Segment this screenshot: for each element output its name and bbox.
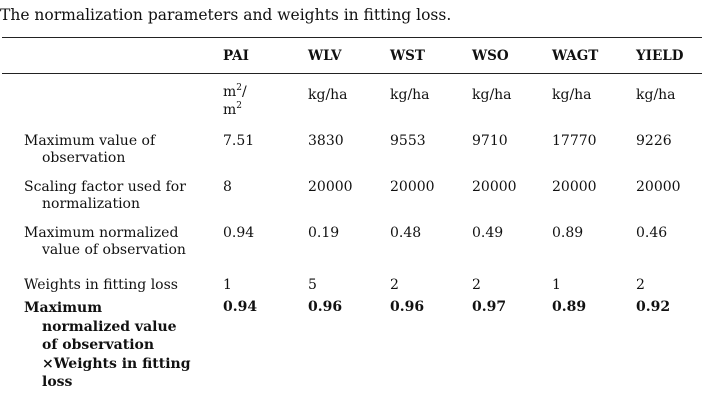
unit-wso: kg/ha [472, 87, 512, 103]
cell-wagt: 20000 [552, 179, 597, 195]
cell-wlv: 20000 [308, 179, 353, 195]
cell-wso: 2 [472, 277, 481, 293]
row-label: Scaling factor used for normalization [24, 179, 214, 213]
cell-wagt: 0.89 [552, 299, 587, 315]
cell-pai: 0.94 [223, 299, 258, 315]
unit-pai-base2: m [223, 102, 237, 118]
col-header-pai: PAI [223, 48, 249, 64]
unit-pai-exp: 2 [236, 83, 243, 93]
summary-label-line5: loss [42, 374, 73, 390]
cell-wlv: 5 [308, 277, 317, 293]
row-label-line1: Weights in fitting loss [24, 277, 178, 293]
row-label: Maximum value of observation [24, 133, 214, 167]
row-label: Weights in fitting loss [24, 277, 224, 294]
col-header-yield: YIELD [636, 48, 684, 64]
cell-pai: 7.51 [223, 133, 255, 149]
row-label: Maximum normalized value of observation [24, 225, 214, 259]
cell-wso: 0.97 [472, 299, 507, 315]
col-header-wlv: WLV [308, 48, 342, 64]
summary-label-line4: ×Weights in fitting [42, 355, 191, 372]
cell-wst: 0.48 [390, 225, 422, 241]
col-header-wagt: WAGT [552, 48, 599, 64]
unit-pai-slash: / [242, 84, 247, 100]
cell-wso: 0.49 [472, 225, 504, 241]
row-label-line1: Scaling factor used for [24, 179, 186, 195]
cell-wlv: 0.96 [308, 299, 343, 315]
row-label-line1: Maximum normalized [24, 225, 179, 241]
summary-row-label: Maximum normalized value of observation … [24, 299, 214, 392]
unit-pai: m2/ m2 [223, 83, 247, 119]
unit-wlv: kg/ha [308, 87, 348, 103]
cell-wagt: 0.89 [552, 225, 584, 241]
header-rule [2, 73, 702, 74]
cell-yield: 2 [636, 277, 645, 293]
cell-yield: 9226 [636, 133, 672, 149]
cell-wst: 2 [390, 277, 399, 293]
row-label-line1: Maximum value of [24, 133, 156, 149]
cell-wlv: 0.19 [308, 225, 340, 241]
summary-label-line2: normalized value [42, 318, 177, 335]
table-caption: The normalization parameters and weights… [0, 6, 452, 24]
table-top-rule [2, 37, 702, 38]
summary-label-line1: Maximum [24, 300, 103, 316]
cell-yield: 0.92 [636, 299, 671, 315]
cell-wso: 20000 [472, 179, 517, 195]
col-header-wso: WSO [472, 48, 509, 64]
cell-pai: 8 [223, 179, 232, 195]
cell-wagt: 17770 [552, 133, 597, 149]
unit-wst: kg/ha [390, 87, 430, 103]
cell-pai: 0.94 [223, 225, 255, 241]
cell-wso: 9710 [472, 133, 508, 149]
cell-yield: 0.46 [636, 225, 668, 241]
unit-yield: kg/ha [636, 87, 676, 103]
row-label-line2: observation [42, 150, 126, 166]
col-header-wst: WST [390, 48, 425, 64]
cell-pai: 1 [223, 277, 232, 293]
cell-wagt: 1 [552, 277, 561, 293]
cell-wst: 20000 [390, 179, 435, 195]
cell-wst: 9553 [390, 133, 426, 149]
unit-wagt: kg/ha [552, 87, 592, 103]
cell-wst: 0.96 [390, 299, 425, 315]
unit-pai-exp2: 2 [236, 101, 243, 111]
unit-pai-base: m [223, 84, 237, 100]
row-label-line2: value of observation [42, 242, 186, 258]
row-label-line2: normalization [42, 196, 140, 212]
cell-wlv: 3830 [308, 133, 344, 149]
cell-yield: 20000 [636, 179, 681, 195]
summary-label-line3: of observation [42, 337, 155, 353]
